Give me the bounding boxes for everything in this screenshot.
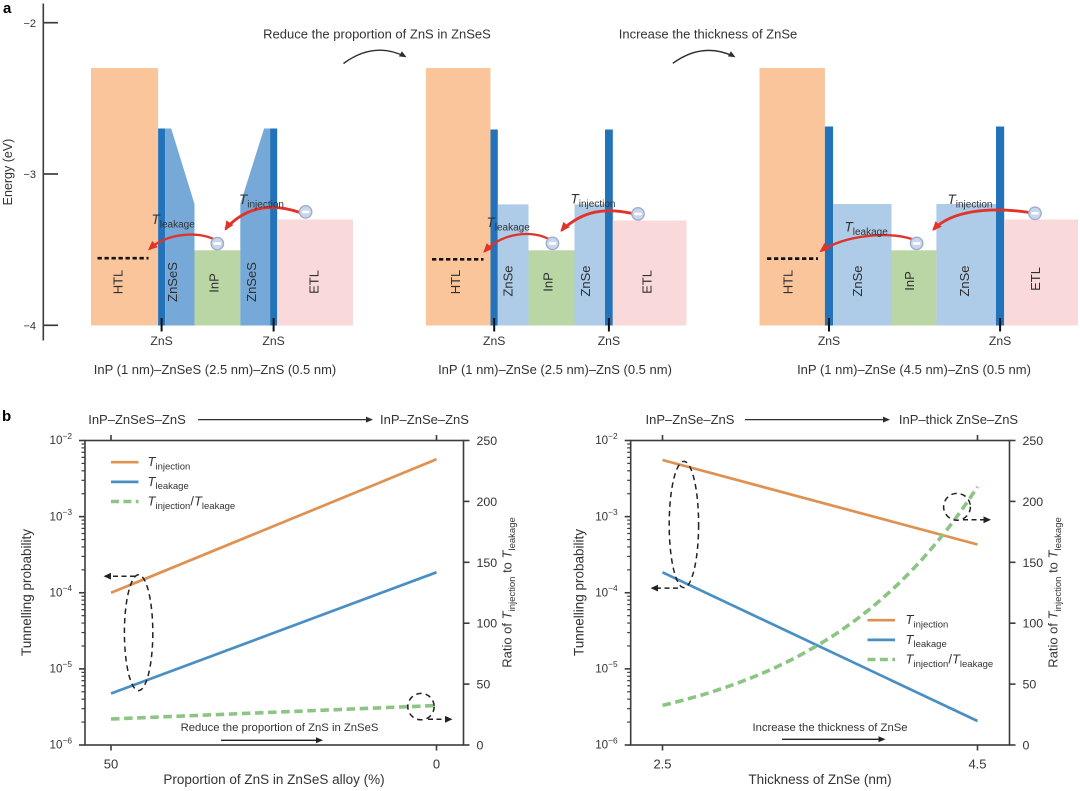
svg-text:ETL: ETL — [307, 270, 322, 294]
svg-text:Tinjection/Tleakage: Tinjection/Tleakage — [906, 652, 994, 670]
svg-text:Tinjection/Tleakage: Tinjection/Tleakage — [148, 494, 236, 512]
svg-text:a: a — [3, 0, 12, 17]
svg-text:HTL: HTL — [448, 270, 463, 295]
svg-text:InP: InP — [541, 272, 556, 292]
svg-text:Tinjection: Tinjection — [948, 192, 993, 211]
svg-text:2.5: 2.5 — [653, 757, 671, 772]
svg-text:HTL: HTL — [111, 270, 126, 295]
svg-text:10−3: 10−3 — [595, 507, 618, 523]
svg-text:Tinjection: Tinjection — [239, 192, 284, 211]
svg-text:Increase the thickness of ZnSe: Increase the thickness of ZnSe — [752, 722, 907, 734]
svg-text:ZnSe: ZnSe — [957, 265, 972, 296]
svg-text:InP: InP — [902, 271, 917, 291]
svg-text:ZnS: ZnS — [818, 334, 840, 348]
svg-text:ZnSeS: ZnSeS — [165, 262, 180, 302]
svg-text:100: 100 — [477, 617, 498, 631]
svg-text:InP (1 nm)–ZnSe (2.5 nm)–ZnS (: InP (1 nm)–ZnSe (2.5 nm)–ZnS (0.5 nm) — [438, 362, 672, 377]
svg-text:InP–ZnSe–ZnS: InP–ZnSe–ZnS — [380, 412, 469, 427]
svg-text:ZnSeS: ZnSeS — [244, 262, 259, 302]
svg-text:10−5: 10−5 — [50, 659, 73, 675]
svg-text:InP–ZnSe–ZnS: InP–ZnSe–ZnS — [646, 412, 735, 427]
svg-text:InP (1 nm)–ZnSeS (2.5 nm)–ZnS: InP (1 nm)–ZnSeS (2.5 nm)–ZnS (0.5 nm) — [94, 362, 337, 377]
svg-text:50: 50 — [477, 678, 491, 692]
svg-text:Tinjection: Tinjection — [571, 192, 616, 211]
svg-text:10−2: 10−2 — [50, 431, 73, 447]
svg-text:ETL: ETL — [1028, 267, 1043, 291]
svg-text:0: 0 — [1023, 739, 1030, 753]
svg-text:Tunnelling probability: Tunnelling probability — [572, 529, 587, 656]
svg-text:−4: −4 — [23, 321, 36, 333]
svg-text:−3: −3 — [23, 169, 36, 181]
svg-text:Tinjection: Tinjection — [148, 454, 191, 472]
svg-text:10−4: 10−4 — [50, 583, 73, 599]
svg-text:Tinjection: Tinjection — [906, 612, 949, 630]
svg-text:−2: −2 — [23, 18, 36, 30]
svg-text:10−4: 10−4 — [595, 583, 618, 599]
svg-text:0: 0 — [477, 739, 484, 753]
svg-text:Proportion of ZnS in ZnSeS all: Proportion of ZnS in ZnSeS alloy (%) — [163, 772, 384, 787]
svg-text:Reduce the proportion of ZnS i: Reduce the proportion of ZnS in ZnSeS — [181, 722, 379, 734]
svg-text:Reduce the proportion of ZnS i: Reduce the proportion of ZnS in ZnSeS — [263, 27, 491, 42]
svg-text:Tleakage: Tleakage — [487, 215, 531, 234]
svg-text:Tleakage: Tleakage — [152, 212, 196, 231]
svg-text:200: 200 — [477, 495, 498, 509]
svg-text:50: 50 — [104, 757, 118, 772]
svg-text:InP–ZnSeS–ZnS: InP–ZnSeS–ZnS — [88, 412, 186, 427]
svg-text:150: 150 — [477, 556, 498, 570]
svg-text:ZnS: ZnS — [483, 334, 505, 348]
svg-text:b: b — [2, 408, 11, 425]
svg-text:Thickness of ZnSe (nm): Thickness of ZnSe (nm) — [748, 772, 891, 787]
svg-text:10−6: 10−6 — [50, 735, 73, 751]
svg-text:InP: InP — [207, 273, 222, 293]
svg-text:250: 250 — [477, 434, 498, 448]
svg-text:Tleakage: Tleakage — [148, 474, 189, 492]
svg-text:Ratio of Tinjection to Tleakag: Ratio of Tinjection to Tleakage — [1046, 517, 1064, 668]
svg-text:200: 200 — [1023, 495, 1044, 509]
svg-text:ZnS: ZnS — [989, 334, 1011, 348]
svg-text:Tunnelling probability: Tunnelling probability — [19, 529, 34, 656]
svg-text:Energy (eV): Energy (eV) — [1, 139, 15, 206]
svg-text:ZnSe: ZnSe — [578, 265, 593, 296]
svg-text:InP–thick ZnSe–ZnS: InP–thick ZnSe–ZnS — [899, 412, 1019, 427]
svg-text:Tleakage: Tleakage — [845, 220, 889, 239]
svg-text:10−6: 10−6 — [595, 735, 618, 751]
svg-text:ZnSe: ZnSe — [850, 265, 865, 296]
svg-text:ZnS: ZnS — [150, 334, 172, 348]
svg-text:10−5: 10−5 — [595, 659, 618, 675]
svg-text:0: 0 — [433, 757, 440, 772]
svg-text:150: 150 — [1023, 556, 1044, 570]
svg-text:InP (1 nm)–ZnSe (4.5 nm)–ZnS (: InP (1 nm)–ZnSe (4.5 nm)–ZnS (0.5 nm) — [797, 362, 1031, 377]
svg-text:HTL: HTL — [781, 270, 796, 295]
svg-text:250: 250 — [1023, 434, 1044, 448]
svg-text:4.5: 4.5 — [968, 757, 986, 772]
svg-text:50: 50 — [1023, 678, 1037, 692]
svg-text:10−2: 10−2 — [595, 431, 618, 447]
svg-text:ZnS: ZnS — [262, 334, 284, 348]
svg-text:ZnS: ZnS — [598, 334, 620, 348]
svg-text:Ratio of Tinjection to Tleakag: Ratio of Tinjection to Tleakage — [500, 517, 518, 668]
svg-text:100: 100 — [1023, 617, 1044, 631]
svg-text:Increase the thickness of ZnSe: Increase the thickness of ZnSe — [619, 27, 797, 42]
svg-text:ETL: ETL — [640, 270, 655, 294]
svg-text:Tleakage: Tleakage — [906, 632, 947, 650]
svg-text:ZnSe: ZnSe — [501, 265, 516, 296]
svg-text:10−3: 10−3 — [50, 507, 73, 523]
